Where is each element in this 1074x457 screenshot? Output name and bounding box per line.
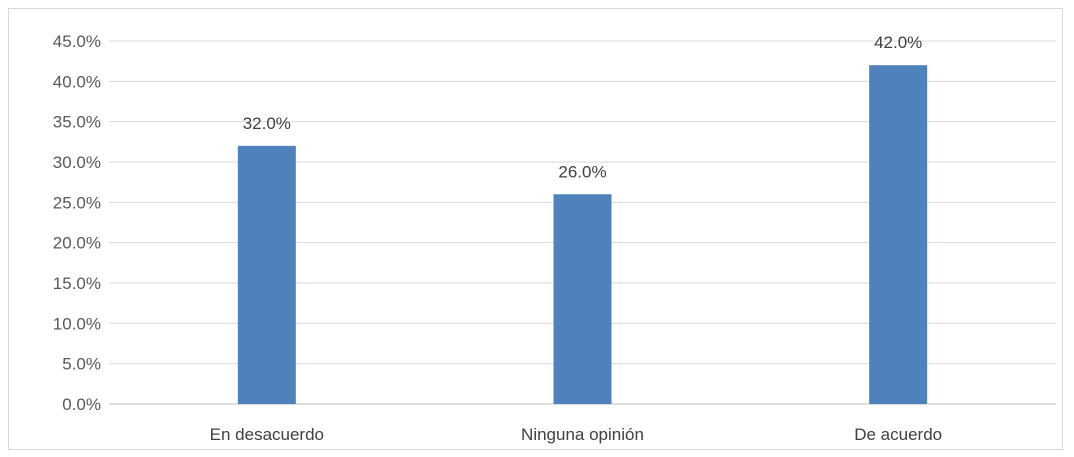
chart-frame: 0.0% 5.0% 10.0% 15.0% 20.0% 25.0% 30.0% 35.0% 40… (8, 8, 1063, 450)
bar-en-desacuerdo (237, 145, 296, 404)
x-category-label: De acuerdo (854, 425, 942, 444)
x-category-label: En desacuerdo (210, 425, 324, 444)
y-tick-label: 45.0% (53, 32, 101, 51)
labels: 0.0% 5.0% 10.0% 15.0% 20.0% 25.0% 30.0% 35.0% 40… (53, 32, 942, 444)
data-label: 26.0% (558, 162, 606, 181)
bar-de-acuerdo (869, 65, 928, 404)
bar-ninguna-opinion (553, 194, 612, 404)
y-tick-label: 15.0% (53, 274, 101, 293)
y-tick-label: 35.0% (53, 113, 101, 132)
y-tick-label: 5.0% (62, 355, 101, 374)
bar-chart: 0.0% 5.0% 10.0% 15.0% 20.0% 25.0% 30.0% 35.0% 40… (53, 32, 1056, 444)
data-label: 42.0% (874, 33, 922, 52)
y-tick-label: 20.0% (53, 234, 101, 253)
y-tick-label: 40.0% (53, 72, 101, 91)
y-tick-label: 10.0% (53, 314, 101, 333)
y-tick-label: 25.0% (53, 193, 101, 212)
bars (237, 65, 928, 404)
data-label: 32.0% (243, 114, 291, 133)
x-category-label: Ninguna opinión (521, 425, 644, 444)
y-tick-label: 0.0% (62, 395, 101, 414)
y-tick-label: 30.0% (53, 153, 101, 172)
